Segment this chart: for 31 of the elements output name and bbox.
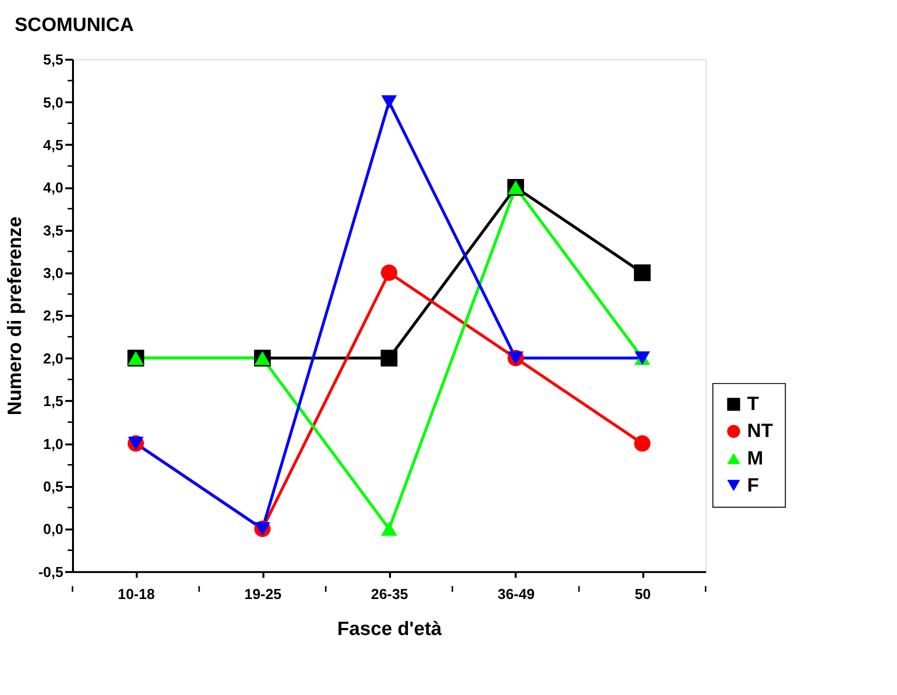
legend-label: NT	[747, 421, 774, 442]
legend-label: F	[747, 475, 760, 496]
x-axis-title: Fasce d'età	[337, 618, 442, 640]
y-tick-label: 4,0	[43, 180, 64, 197]
y-tick-label: 2,0	[43, 351, 64, 368]
y-tick-label: 3,5	[43, 223, 64, 240]
y-tick-label: 0,0	[43, 522, 64, 538]
point	[380, 350, 398, 366]
point	[381, 522, 398, 536]
point	[381, 95, 397, 109]
x-tick-label: 10-18	[118, 587, 155, 604]
y-tick-label: 4,5	[43, 138, 64, 154]
y-tick-label: 0,5	[43, 479, 64, 496]
chart-title: SCOMUNICA	[14, 15, 134, 36]
point	[380, 264, 398, 281]
y-tick-label: 1,5	[43, 394, 64, 410]
point	[634, 435, 650, 452]
point	[634, 264, 651, 282]
y-tick-label: 1,0	[43, 436, 64, 453]
legend-label: M	[747, 448, 764, 470]
x-tick-label: 36-49	[498, 587, 535, 604]
y-tick-label: 3,0	[43, 266, 64, 282]
y-tick-label: -0,5	[38, 564, 64, 581]
y-tick-label: 5,0	[43, 95, 64, 112]
y-tick-label: 5,5	[43, 52, 64, 69]
y-axis-title: Numero di preferenze	[4, 216, 26, 416]
legend-label: T	[747, 394, 760, 416]
y-tick-label: 2,5	[43, 308, 64, 325]
x-tick-label: 50	[634, 587, 651, 604]
x-tick-label: 26-35	[371, 587, 408, 604]
x-tick-label: 19-25	[244, 587, 282, 604]
